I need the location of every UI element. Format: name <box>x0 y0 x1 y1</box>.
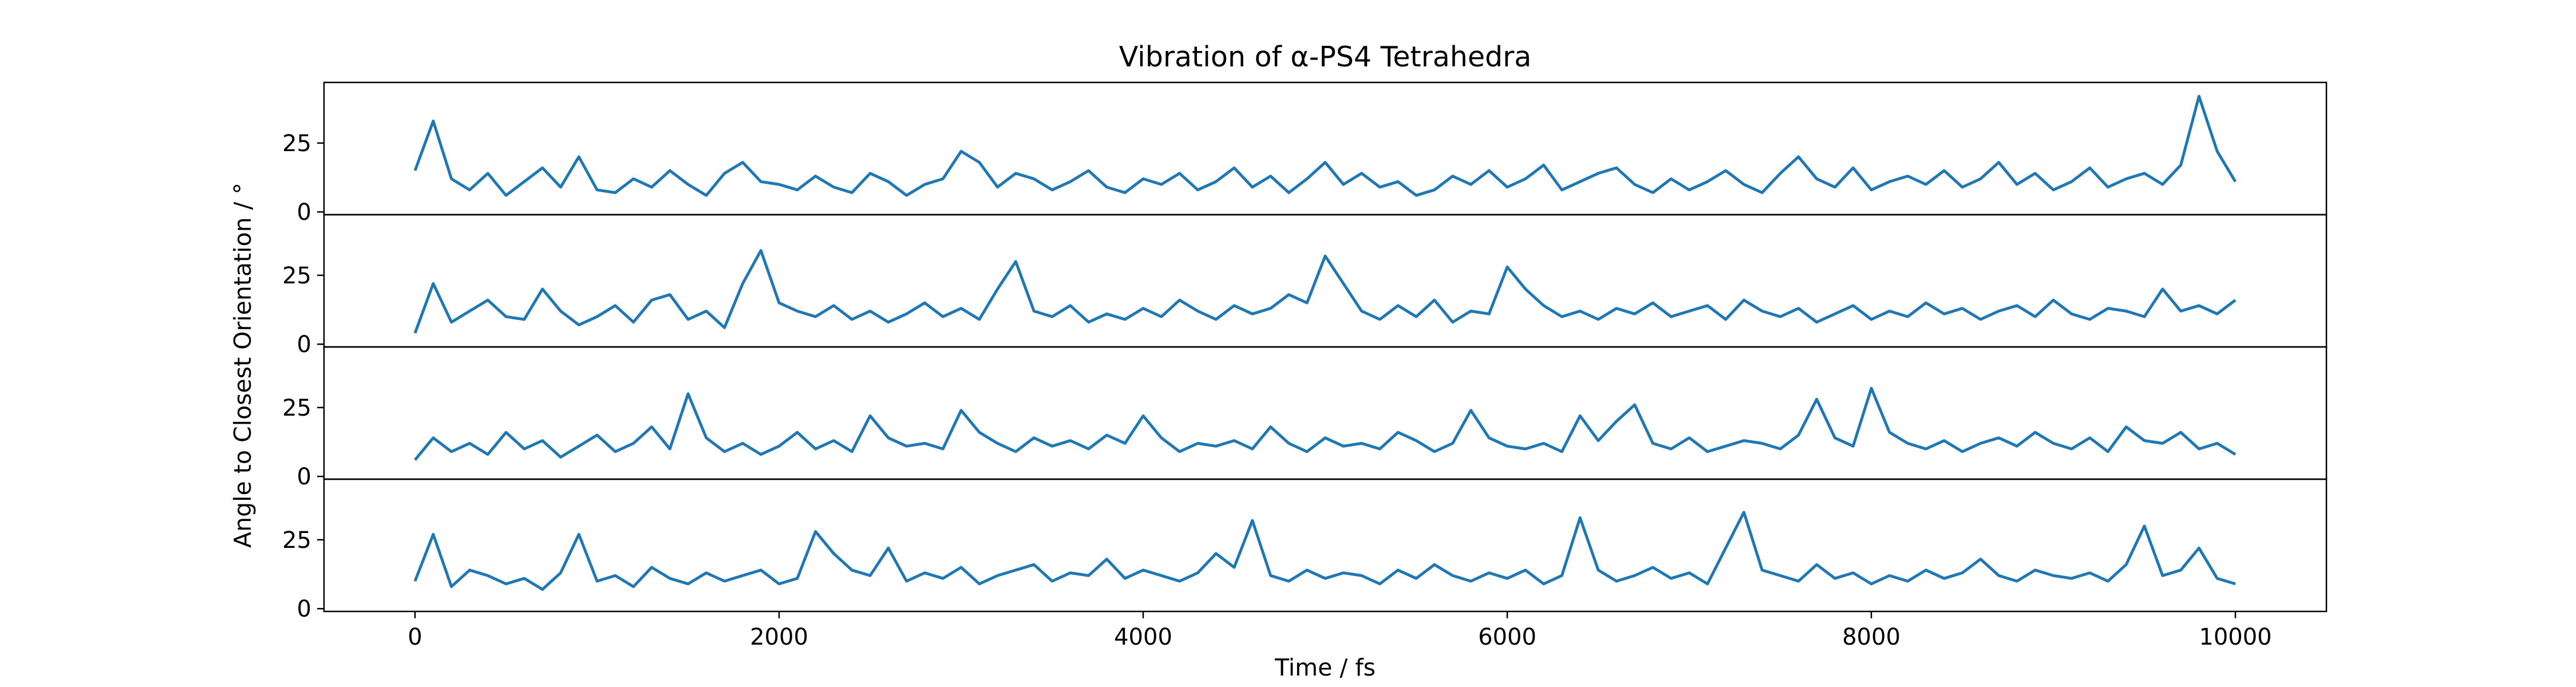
x-tick-label: 6000 <box>1478 624 1536 650</box>
y-tick-label: 0 <box>297 464 311 490</box>
subplot-frame <box>323 81 2328 216</box>
y-tick-label: 25 <box>282 395 311 421</box>
subplot-frame <box>323 214 2328 348</box>
x-axis-label: Time / fs <box>1274 654 1376 681</box>
y-tick-label: 25 <box>282 263 311 289</box>
subplot-panel-3: 0 25 <box>282 346 2328 490</box>
series-line-2 <box>413 249 2237 334</box>
subplot-frame <box>323 346 2328 480</box>
chart-title: Vibration of α-PS4 Tetrahedra <box>1119 41 1532 73</box>
y-tick-label: 25 <box>282 131 311 157</box>
series-line-1 <box>413 94 2237 197</box>
x-tick-label: 8000 <box>1842 624 1901 650</box>
x-tick-label: 4000 <box>1114 624 1172 650</box>
y-tick-label: 0 <box>297 199 311 226</box>
subplot-panel-2: 0 25 <box>282 214 2328 358</box>
series-line-4 <box>413 511 2236 591</box>
subplot-panel-1: 0 25 <box>282 81 2328 226</box>
subplot-panel-4: 0 25 <box>282 478 2328 622</box>
x-tick-label: 10000 <box>2199 624 2271 650</box>
y-tick-label: 25 <box>282 527 311 554</box>
y-axis-label: Angle to Closest Orientation / ° <box>229 183 256 548</box>
subplot-panels: 0 25 0 25 0 25 0 25 <box>282 81 2328 622</box>
x-tick-label: 0 <box>408 624 422 650</box>
x-axis-ticks: 0 2000 4000 6000 8000 10000 <box>408 611 2272 650</box>
series-line-3 <box>414 386 2237 461</box>
y-tick-label: 0 <box>297 596 311 622</box>
x-tick-label: 2000 <box>750 624 808 650</box>
y-tick-label: 0 <box>297 331 311 358</box>
subplot-frame <box>323 478 2328 613</box>
